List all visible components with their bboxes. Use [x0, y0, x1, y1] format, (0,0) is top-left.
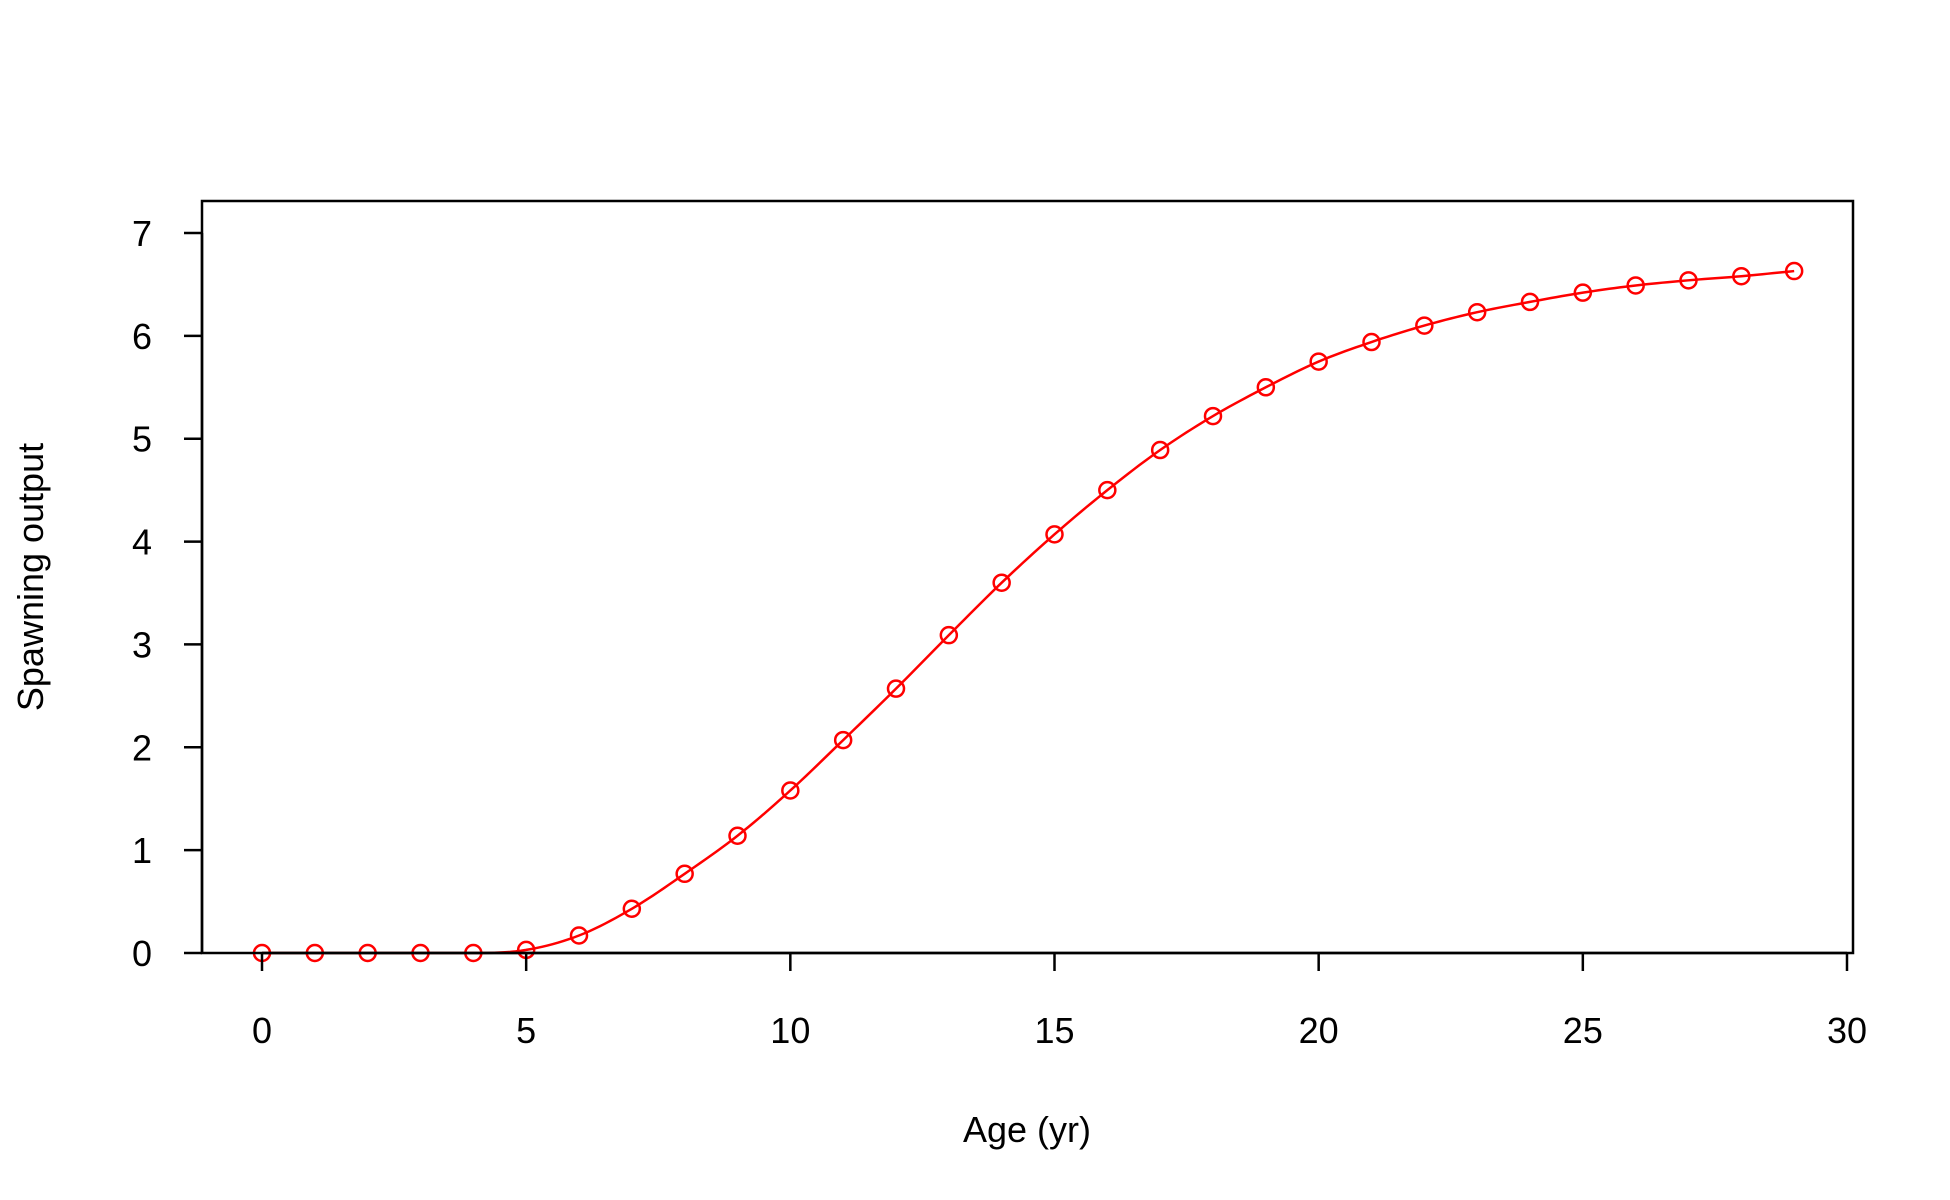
- data-point: [1573, 283, 1593, 302]
- data-point: [1045, 525, 1064, 544]
- data-point: [1520, 292, 1540, 312]
- y-tick-label: 3: [132, 624, 152, 665]
- data-point: [1679, 271, 1698, 290]
- data-point: [1256, 378, 1276, 397]
- y-tick-label: 1: [132, 830, 152, 871]
- plot-frame: [200, 199, 1855, 955]
- y-tick-label: 4: [132, 522, 152, 563]
- data-point: [1784, 261, 1804, 281]
- y-tick-label: 2: [132, 727, 152, 768]
- x-axis: 0 5 10 15 20 25 30: [252, 951, 1867, 1051]
- data-point: [1362, 332, 1381, 352]
- y-tick-label: 5: [132, 419, 152, 460]
- data-point: [728, 826, 747, 845]
- y-tick-label: 0: [132, 933, 152, 974]
- data-point: [833, 730, 853, 750]
- x-axis-title: Age (yr): [963, 1109, 1091, 1150]
- x-tick-label: 25: [1563, 1010, 1603, 1051]
- data-point: [569, 926, 589, 945]
- data-point: [886, 679, 906, 698]
- x-tick-label: 30: [1827, 1010, 1867, 1051]
- y-tick-label: 6: [132, 316, 152, 357]
- data-point: [1098, 480, 1117, 500]
- x-tick-label: 20: [1299, 1010, 1339, 1051]
- y-axis-title: Spawning output: [10, 443, 51, 711]
- data-point: [1415, 316, 1434, 335]
- x-tick-label: 15: [1034, 1010, 1074, 1051]
- x-tick-label: 10: [770, 1010, 810, 1051]
- data-point: [1467, 302, 1487, 322]
- data-point: [992, 573, 1011, 592]
- series-line: [262, 269, 1795, 955]
- data-point: [1150, 440, 1170, 460]
- data-point: [622, 899, 642, 919]
- y-tick-label: 7: [132, 213, 152, 254]
- x-tick-label: 0: [252, 1010, 272, 1051]
- y-axis: 0 1 2 3 4 5 6 7: [132, 213, 204, 974]
- data-point: [1732, 266, 1751, 286]
- data-point: [675, 864, 694, 884]
- data-point: [1203, 406, 1223, 426]
- data-point: [1626, 276, 1645, 295]
- data-point: [1309, 352, 1328, 371]
- plot-area: [252, 261, 1804, 963]
- x-tick-label: 5: [516, 1010, 536, 1051]
- data-point: [781, 781, 800, 800]
- data-point: [939, 625, 959, 645]
